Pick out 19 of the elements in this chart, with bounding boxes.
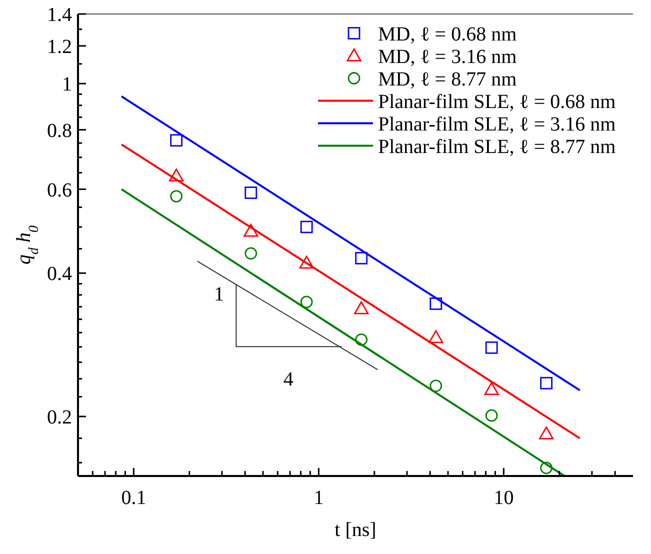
x-tick-label: 0.1 bbox=[121, 487, 146, 509]
annotation: 4 bbox=[283, 368, 294, 391]
y-tick-label: 1.2 bbox=[47, 36, 72, 58]
legend-label: MD, ℓ = 0.68 nm bbox=[378, 23, 518, 46]
legend-label: MD, ℓ = 3.16 nm bbox=[378, 46, 518, 68]
y-tick-label: 1 bbox=[62, 74, 72, 96]
y-tick-label: 1.4 bbox=[47, 4, 72, 26]
x-tick-label: 1 bbox=[314, 487, 324, 509]
y-tick-label: 0.6 bbox=[47, 179, 72, 202]
legend-label: MD, ℓ = 8.77 nm bbox=[378, 68, 518, 90]
y-tick-label: 0.2 bbox=[47, 406, 72, 428]
annotation: 1 bbox=[214, 283, 224, 306]
y-tick-label: 0.8 bbox=[47, 120, 72, 142]
x-tick-label: 10 bbox=[494, 487, 514, 509]
legend-label: Planar-film SLE, ℓ = 3.16 nm bbox=[378, 113, 616, 136]
x-axis-title: t [ns] bbox=[334, 519, 376, 541]
legend-label: Planar-film SLE, ℓ = 0.68 nm bbox=[378, 90, 616, 113]
y-tick-label: 0.4 bbox=[47, 263, 72, 286]
legend-label: Planar-film SLE, ℓ = 8.77 nm bbox=[378, 136, 616, 158]
